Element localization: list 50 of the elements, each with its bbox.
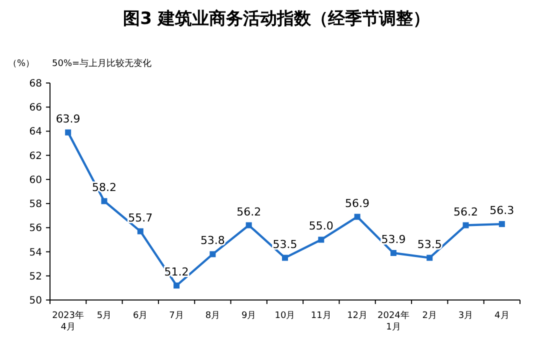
point [462,222,469,228]
y-tick-label: 52 [29,271,42,282]
x-tick-label: 6月 [133,311,148,321]
data-label: 55.0 [308,220,334,233]
point [318,236,324,243]
data-label: 55.7 [128,211,153,224]
x-tick-label: 2023年 4月 [52,310,84,332]
x-tick-label: 9月 [241,311,256,321]
point [354,214,360,220]
chart-title: 图3 建筑业商务活动指数（经季节调整） [123,9,430,29]
text: 50%=与上月比较无变化 [52,58,152,69]
data-label: 53.5 [417,238,442,251]
x-tick-label: 10月 [274,311,296,321]
x-tick-label: 12月 [347,311,368,321]
x-tick-label: 2月 [422,311,437,321]
point [137,228,144,234]
point [210,251,216,258]
data-label: 56.3 [490,204,514,218]
data-label: 53.8 [200,234,225,248]
x-tick-label: 5月 [96,311,112,321]
point [101,198,108,204]
y-tick-label: 62 [29,150,42,162]
x-tick-label: 4月 [494,311,510,321]
x-tick-label: 7月 [169,311,184,321]
x-tick-label: 2024年 1月 [378,310,410,332]
x-tick-label: 11月 [310,311,332,321]
y-tick-label: 56 [29,223,42,234]
x-tick-label: 8月 [205,311,220,321]
point [282,254,288,261]
point [246,222,252,228]
point [390,250,396,256]
y-tick-label: 60 [29,174,42,186]
point [174,282,180,289]
y-tick-label: 68 [29,78,42,90]
point [426,254,433,261]
y-tick-label: 54 [29,247,42,258]
data-label: 56.2 [454,205,478,218]
data-label: 63.9 [56,112,80,126]
point [65,129,72,136]
y-tick-label: 58 [29,199,42,210]
point [498,221,505,228]
y-tick-label: 64 [29,126,42,138]
x-tick-label: 3月 [458,311,474,321]
data-label: 56.9 [345,196,370,210]
y-tick-label: 66 [29,102,42,114]
data-label: 53.9 [381,232,406,246]
data-label: 56.2 [236,205,262,218]
y-tick-label: 50 [29,296,42,306]
data-label: 53.5 [272,238,298,251]
y-axis-title: （%） [8,59,35,69]
